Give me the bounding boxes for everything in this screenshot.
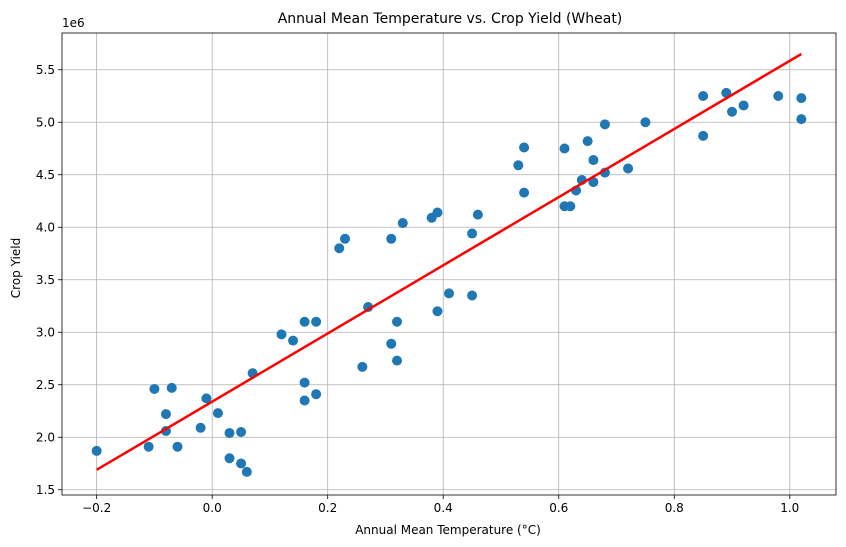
data-point [640,117,651,128]
x-axis-label: Annual Mean Temperature (°C) [355,523,541,537]
data-points [91,87,807,477]
data-point [559,143,570,154]
data-point [143,441,154,452]
data-point [236,427,247,437]
data-point [241,466,252,477]
data-point [721,87,732,98]
data-point [472,209,483,220]
y-tick-label: 5.0 [36,115,55,129]
data-point [311,389,322,400]
data-point [432,207,443,218]
data-point [311,316,322,327]
data-point [236,458,247,469]
y-offset-label: 1e6 [62,16,85,30]
y-tick-label: 5.5 [36,63,55,77]
data-point [513,160,524,171]
x-tick-label: 0.2 [318,501,337,515]
data-point [698,91,709,101]
y-tick-label: 3.5 [36,273,55,287]
data-point [91,445,102,456]
data-point [386,338,397,349]
data-point [288,335,299,346]
x-tick-label: 0.4 [434,501,453,515]
data-point [340,233,351,244]
trend-line-group [96,52,802,471]
data-point [599,119,610,130]
data-point [386,233,397,244]
data-point [299,395,310,406]
x-axis-ticks: −0.2 0.0 0.2 0.4 0.6 0.8 1.0 [82,495,799,515]
data-point [172,441,183,452]
data-point [392,355,403,366]
data-point [773,91,784,101]
data-point [212,408,223,419]
x-tick-label: 0.0 [203,501,222,515]
data-point [467,228,478,239]
data-point [467,290,478,301]
x-tick-label: −0.2 [82,501,111,515]
data-point [334,243,345,254]
x-tick-label: 1.0 [780,501,799,515]
data-point [727,106,738,117]
data-point [299,377,310,388]
data-point [149,383,160,394]
y-tick-label: 2.0 [36,430,55,444]
chart-title: Annual Mean Temperature vs. Crop Yield (… [278,11,623,27]
grid-lines [62,33,836,495]
y-tick-label: 3.0 [36,325,55,339]
x-tick-label: 0.6 [549,501,568,515]
data-point [588,155,599,166]
data-point [738,100,749,111]
data-point [224,428,235,439]
data-point [698,130,709,141]
data-point [166,382,177,393]
data-point [623,163,634,174]
data-point [519,142,530,153]
data-point [276,329,287,340]
data-point [299,316,310,327]
data-point [582,136,593,147]
data-point [444,288,454,299]
trend-line [96,52,802,471]
data-point [160,409,171,420]
data-point [796,93,807,104]
y-tick-label: 2.5 [36,378,55,392]
data-point [201,393,212,404]
plot-frame [61,32,837,496]
data-point [796,114,807,125]
data-point [432,306,443,317]
data-point [224,453,235,464]
x-tick-label: 0.8 [665,501,684,515]
data-point [357,361,368,372]
data-point [392,316,403,327]
y-tick-label: 4.0 [36,220,55,234]
data-point [565,201,576,212]
data-point [397,218,408,229]
data-point [519,187,530,198]
data-point [195,422,206,433]
y-axis-label: Crop Yield [9,238,23,298]
y-tick-label: 1.5 [36,483,55,497]
y-tick-label: 4.5 [36,168,55,182]
y-axis-ticks: 1.5 2.0 2.5 3.0 3.5 4.0 4.5 5.0 5.5 [36,63,62,497]
